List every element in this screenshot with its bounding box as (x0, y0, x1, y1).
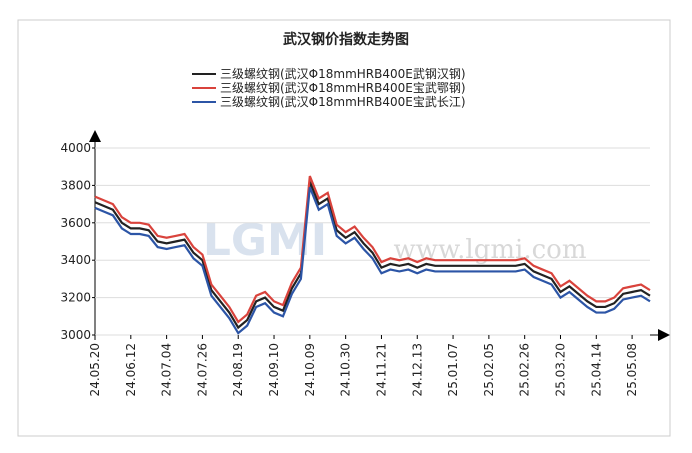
y-tick-label: 3000 (60, 328, 91, 342)
y-tick-label: 3600 (60, 216, 91, 230)
chart-title: 武汉钢价指数走势图 (283, 31, 409, 48)
y-tick-label: 4000 (60, 141, 91, 155)
y-tick-label: 3400 (60, 253, 91, 267)
x-tick-label: 24.06.12 (124, 343, 138, 396)
grid (95, 147, 650, 336)
x-tick-label: 24.12.13 (410, 343, 424, 396)
legend-label: 三级螺纹钢(武汉Φ18mmHRB400E宝武长江) (220, 95, 466, 109)
series-line (94, 175, 651, 324)
y-arrow (89, 130, 101, 142)
x-tick-label: 24.07.04 (160, 343, 174, 396)
x-tick-label: 24.09.10 (267, 343, 281, 396)
x-tick-label: 25.02.26 (518, 343, 532, 396)
x-tick-label: 24.08.19 (231, 343, 245, 396)
legend-label: 三级螺纹钢(武汉Φ18mmHRB400E武钢汉钢) (220, 67, 466, 81)
x-tick-label: 25.03.20 (553, 343, 567, 396)
x-arrow (658, 329, 670, 341)
x-tick-label: 24.05.20 (88, 343, 102, 396)
y-tick-label: 3200 (60, 291, 91, 305)
x-tick-label: 25.01.07 (446, 343, 460, 396)
x-tick-label: 24.10.09 (303, 343, 317, 396)
x-tick-label: 25.04.14 (589, 343, 603, 396)
y-tick-label: 3800 (60, 178, 91, 192)
legend-label: 三级螺纹钢(武汉Φ18mmHRB400E宝武鄂钢) (220, 81, 466, 95)
series-line (94, 186, 651, 335)
x-tick-label: 25.05.08 (625, 343, 639, 396)
x-tick-label: 24.07.26 (195, 343, 209, 396)
x-tick-label: 25.02.05 (482, 343, 496, 396)
series-line (94, 181, 651, 330)
frame (17, 19, 671, 437)
x-tick-label: 24.10.30 (339, 343, 353, 396)
x-tick-label: 24.11.21 (374, 343, 388, 396)
